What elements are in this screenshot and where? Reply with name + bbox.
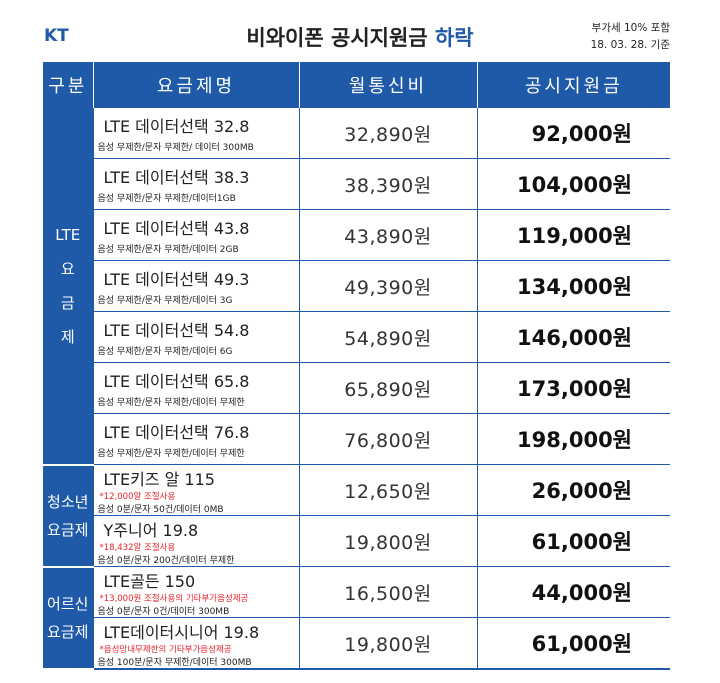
vat-note: 부가세 10% 포함 — [591, 22, 670, 34]
date-note: 18. 03. 28. 기준 — [590, 39, 670, 51]
subsidy-table: 구분 요금제명 월통신비 공시지원금 LTE 요 금 제 LTE 데이터선택 32… — [43, 62, 670, 670]
subsidy-amount: 173,000원 — [476, 362, 670, 414]
col-plan-name: 요금제명 — [93, 62, 300, 108]
table-row: LTE 데이터선택 43.8 음성 무제한/문자 무제한/데이터 2GB 43,89… — [43, 209, 670, 261]
subsidy-amount: 44,000원 — [476, 566, 670, 618]
monthly-fee: 49,390원 — [298, 260, 477, 312]
plan-cell: LTE 데이터선택 32.8 음성 무제한/문자 무제한/ 데이터 300MB — [92, 108, 299, 159]
table-row: LTE 데이터선택 49.3 음성 무제한/문자 무제한/데이터 3G 49,390… — [43, 260, 670, 312]
title-highlight: 하락 — [434, 26, 474, 50]
subsidy-amount: 92,000원 — [476, 108, 670, 159]
category-cell: LTE 요 금 제 — [43, 108, 93, 466]
col-monthly-fee: 월통신비 — [299, 62, 478, 108]
plan-description: 음성 무제한/문자 무제한/ 데이터 300MB — [97, 143, 254, 153]
monthly-fee: 54,890원 — [298, 311, 477, 363]
plan-name: LTE 데이터선택 49.3 — [103, 270, 250, 289]
monthly-fee: 16,500원 — [298, 566, 477, 618]
plan-description: 음성 무제한/문자 무제한/데이터 3G — [97, 296, 233, 306]
plan-name: LTE키즈 알 115 — [103, 469, 215, 489]
plan-name: LTE 데이터선택 32.8 — [103, 117, 250, 136]
col-category: 구분 — [43, 62, 94, 108]
monthly-fee: 12,650원 — [298, 464, 477, 516]
monthly-fee: 19,800원 — [298, 617, 477, 670]
plan-description: 음성 무제한/문자 무제한/데이터1GB — [97, 194, 236, 204]
plan-cell: LTE 데이터선택 76.8 음성 무제한/문자 무제한/데이터 무제한 — [92, 413, 299, 465]
table-row: LTE 요 금 제 LTE 데이터선택 32.8 음성 무제한/문자 무제한/ 데이… — [43, 108, 670, 466]
subsidy-amount: 61,000원 — [476, 515, 670, 567]
subsidy-amount: 134,000원 — [476, 260, 670, 312]
plan-description: 음성 무제한/문자 무제한/데이터 6G — [97, 347, 233, 357]
monthly-fee: 65,890원 — [298, 362, 477, 414]
title-text: 비와이폰 공시지원금 — [246, 26, 428, 50]
subsidy-amount: 26,000원 — [476, 464, 670, 516]
col-subsidy: 공시지원금 — [477, 62, 670, 108]
plan-note: *12,000알 조절사용 — [99, 491, 176, 502]
plan-description: 음성 무제한/문자 무제한/데이터 무제한 — [97, 449, 245, 459]
plan-cell: LTE 데이터선택 49.3 음성 무제한/문자 무제한/데이터 3G — [92, 260, 299, 312]
page-title: 비와이폰 공시지원금 하락 — [0, 22, 720, 52]
subsidy-amount: 146,000원 — [476, 311, 670, 363]
subsidy-amount: 61,000원 — [476, 617, 670, 670]
monthly-fee: 32,890원 — [298, 108, 477, 159]
table-header-row: 구분 요금제명 월통신비 공시지원금 — [43, 62, 670, 108]
plan-name: LTE 데이터선택 38.3 — [103, 168, 250, 187]
plan-note: *13,000원 조절사용의 기타부가음성제공 — [99, 593, 249, 604]
plan-name: LTE 데이터선택 76.8 — [103, 423, 250, 442]
plan-name: LTE데이터시니어 19.8 — [103, 622, 260, 642]
plan-name: LTE골든 150 — [103, 571, 196, 591]
plan-description: 음성 100분/문자 무제한/데이터 300MB — [97, 657, 252, 668]
monthly-fee: 76,800원 — [298, 413, 477, 465]
monthly-fee: 19,800원 — [298, 515, 477, 567]
plan-description: 음성 0분/문자 50건/데이터 0MB — [97, 504, 224, 515]
table-row: LTE 데이터선택 65.8 음성 무제한/문자 무제한/데이터 무제한 65,89… — [43, 362, 670, 414]
subsidy-amount: 104,000원 — [476, 158, 670, 210]
plan-cell: LTE 데이터선택 43.8 음성 무제한/문자 무제한/데이터 2GB — [92, 209, 299, 261]
table-row: LTE 데이터선택 54.8 음성 무제한/문자 무제한/데이터 6G 54,890… — [43, 311, 670, 363]
brand-logo: KT — [44, 26, 69, 46]
plan-description: 음성 무제한/문자 무제한/데이터 무제한 — [97, 398, 245, 408]
plan-description: 음성 무제한/문자 무제한/데이터 2GB — [97, 245, 239, 255]
plan-name: LTE 데이터선택 65.8 — [103, 372, 250, 391]
plan-note: *18,432알 조절사용 — [99, 542, 176, 553]
plan-name: Y주니어 19.8 — [103, 520, 199, 540]
monthly-fee: 38,390원 — [298, 158, 477, 210]
plan-cell: LTE 데이터선택 65.8 음성 무제한/문자 무제한/데이터 무제한 — [92, 362, 299, 414]
plan-name: LTE 데이터선택 43.8 — [103, 219, 250, 238]
header-note: 부가세 10% 포함 18. 03. 28. 기준 — [591, 20, 670, 54]
category-cell: 어르신 요금제 — [43, 566, 93, 670]
plan-cell: LTE 데이터선택 54.8 음성 무제한/문자 무제한/데이터 6G — [92, 311, 299, 363]
subsidy-amount: 198,000원 — [476, 413, 670, 465]
monthly-fee: 43,890원 — [298, 209, 477, 261]
plan-name: LTE 데이터선택 54.8 — [103, 321, 250, 340]
plan-note: *음성망내무제한의 기타부가음성제공 — [99, 644, 232, 655]
plan-description: 음성 0분/문자 0건/데이터 300MB — [97, 606, 230, 617]
table-row: LTE 데이터선택 38.3 음성 무제한/문자 무제한/데이터1GB 38,390… — [43, 158, 670, 210]
category-cell: 청소년 요금제 — [43, 464, 93, 568]
subsidy-amount: 119,000원 — [476, 209, 670, 261]
plan-cell: LTE 데이터선택 38.3 음성 무제한/문자 무제한/데이터1GB — [92, 158, 299, 210]
table-row: LTE 데이터선택 76.8 음성 무제한/문자 무제한/데이터 무제한 76,80… — [43, 413, 670, 465]
plan-description: 음성 0분/문자 200건/데이터 무제한 — [97, 555, 235, 566]
